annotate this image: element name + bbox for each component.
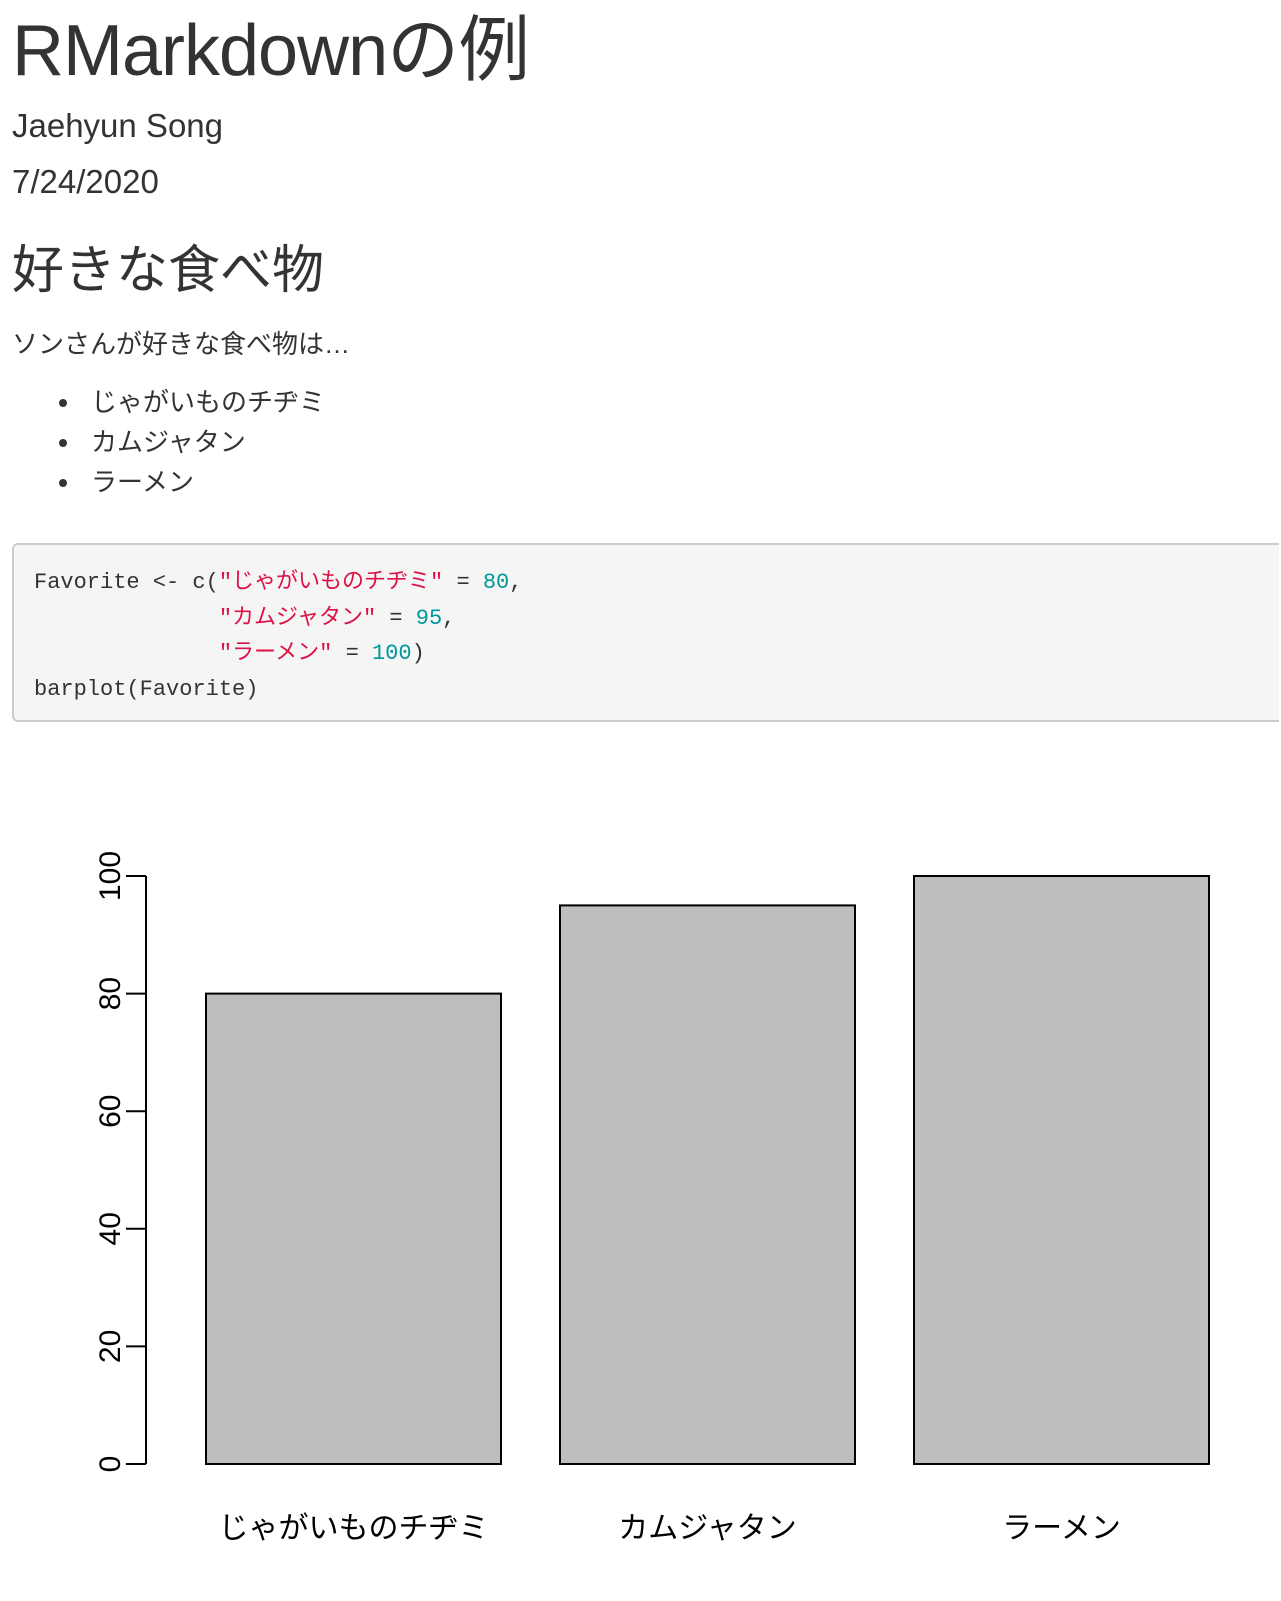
list-item: じゃがいものチヂミ (48, 382, 325, 422)
bars (205, 875, 1210, 1465)
date: 7/24/2020 (12, 163, 159, 200)
y-tick-label: 80 (94, 977, 127, 1010)
bar (205, 992, 502, 1465)
code-string: "ラーメン" (218, 641, 333, 666)
y-axis: 0 20 40 60 80 100 (94, 851, 147, 1473)
y-tick-label: 20 (94, 1330, 127, 1363)
list-item-label: ラーメン (91, 467, 194, 497)
bullet-icon (59, 479, 67, 487)
code-token: ) (411, 641, 425, 666)
code-block: Favorite <- c("じゃがいものチヂミ" = 80, "カムジャタン"… (12, 543, 1279, 722)
bar-chart: 0 20 40 60 80 100 じゃがいものチヂミ カムジャタン ラーメン (94, 851, 1210, 1545)
y-tick-label: 40 (94, 1212, 127, 1245)
code-number: 100 (371, 641, 412, 666)
list-item-label: カムジャタン (91, 427, 246, 457)
bar (913, 875, 1210, 1465)
code-token: Favorite <- c( (34, 570, 219, 595)
x-tick-label: カムジャタン (618, 1512, 797, 1545)
code-token: , (442, 605, 456, 631)
code-token: = (376, 605, 416, 631)
x-tick-label: ラーメン (1002, 1512, 1121, 1545)
code-string: "カムジャタン" (218, 605, 377, 631)
code-number: 95 (415, 605, 443, 631)
code-token (34, 641, 219, 666)
page-title: RMarkdownの例 (12, 11, 530, 91)
code-token: barplot(Favorite) (34, 676, 259, 702)
y-tick-label: 100 (94, 851, 127, 901)
code-line: barplot(Favorite) (34, 672, 1259, 708)
y-tick-label: 0 (94, 1456, 127, 1473)
code-string: "じゃがいものチヂミ" (218, 570, 444, 595)
bar (559, 904, 856, 1465)
y-tick-label: 60 (94, 1095, 127, 1128)
favorite-food-list: じゃがいものチヂミ カムジャタン ラーメン (48, 382, 325, 502)
code-token (34, 606, 219, 631)
list-item-label: じゃがいものチヂミ (91, 387, 326, 417)
author: Jaehyun Song (12, 107, 224, 144)
code-line: "カムジャタン" = 95, (34, 601, 1259, 637)
x-tick-label: じゃがいものチヂミ (219, 1512, 489, 1545)
code-token: = (443, 570, 483, 595)
code-line: Favorite <- c("じゃがいものチヂミ" = 80, (34, 565, 1259, 601)
code-token: , (509, 570, 523, 595)
section-heading: 好きな食べ物 (12, 242, 325, 300)
x-axis-labels: じゃがいものチヂミ カムジャタン ラーメン (219, 1512, 1121, 1545)
code-number: 80 (482, 570, 510, 595)
bullet-icon (59, 399, 67, 407)
code-line: "ラーメン" = 100) (34, 636, 1259, 672)
code-token: = (332, 641, 372, 666)
list-item: カムジャタン (48, 422, 325, 462)
bullet-icon (59, 439, 67, 447)
list-item: ラーメン (48, 462, 325, 502)
intro-paragraph: ソンさんが好きな食べ物は… (12, 329, 351, 359)
